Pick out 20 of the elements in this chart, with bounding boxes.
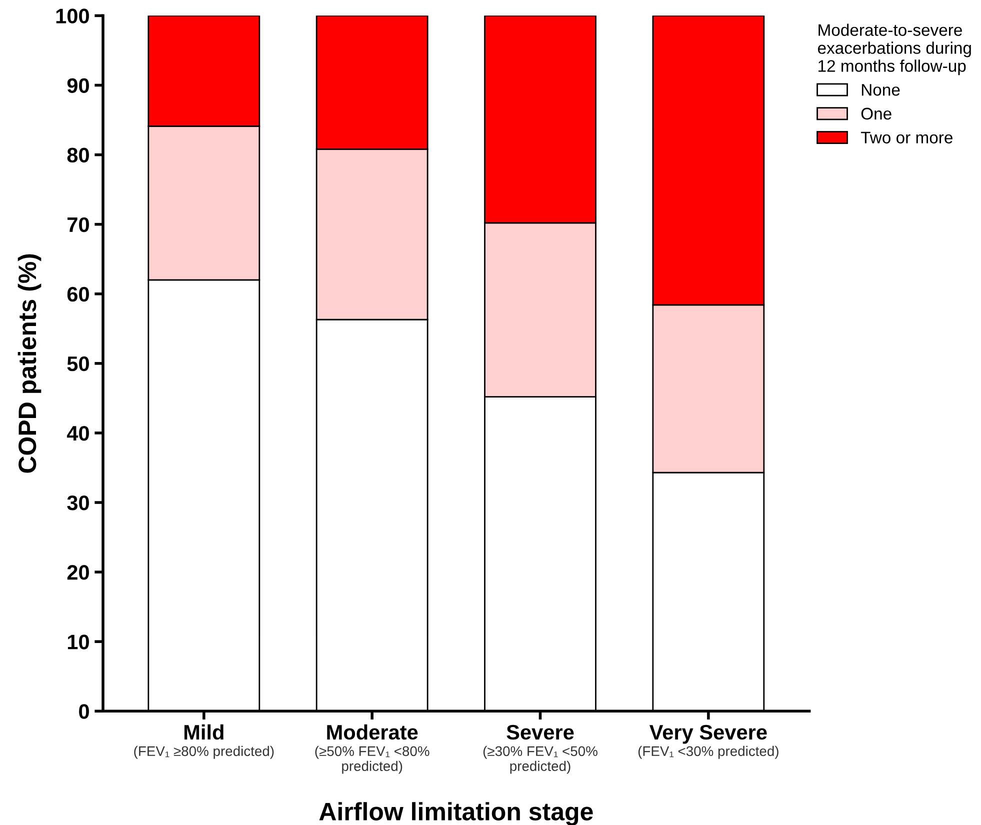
category-label: Very Severe (FEV₁ <30% predicted) <box>638 724 778 759</box>
y-tick-label: 50 <box>67 356 89 372</box>
legend-title: Moderate-to-severe exacerbations during 12 months follow-up <box>818 24 971 76</box>
y-tick-label: 80 <box>67 148 89 163</box>
y-tick-label: 0 <box>79 704 89 719</box>
y-tick-label: 100 <box>56 8 89 24</box>
y-axis-title: COPD patients (%) <box>18 254 42 473</box>
y-tick-label: 60 <box>67 286 89 302</box>
category-label: Moderate (≥50% FEV₁ <80% predicted) <box>315 724 430 774</box>
y-tick-label: 70 <box>68 217 89 232</box>
legend-label: Two or more <box>860 132 952 144</box>
legend-label: None <box>862 84 900 96</box>
y-tick-label: 10 <box>68 634 89 650</box>
y-tick-label: 20 <box>67 565 89 580</box>
legend-label: One <box>861 108 892 120</box>
category-label: Severe (≥30% FEV₁ <50% predicted) <box>483 724 598 774</box>
y-tick-label: 90 <box>67 78 89 93</box>
y-tick-label: 40 <box>66 426 89 441</box>
y-tick-label: 30 <box>67 496 89 510</box>
category-label: Mild (FEV₁ ≥80% predicted) <box>134 724 274 759</box>
